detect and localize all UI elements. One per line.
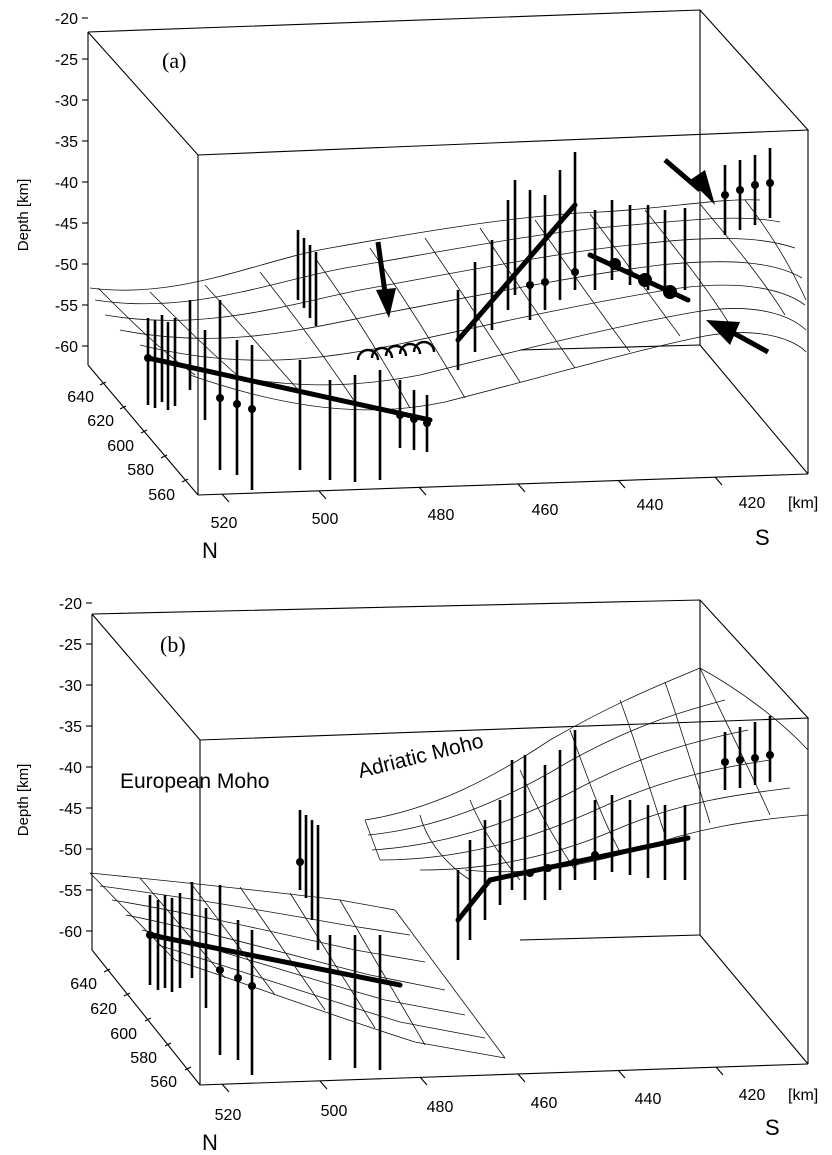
y-tick: 600 <box>107 438 134 455</box>
depth-tick: -60 <box>59 924 82 941</box>
y-tick: 580 <box>127 462 154 479</box>
panel-label: (a) <box>162 48 186 73</box>
depth-axis-title: Depth [km] <box>15 764 32 837</box>
x-tick: 480 <box>428 507 455 524</box>
y-tick: 580 <box>130 1050 157 1067</box>
panel-a-plot: -20 -25 -30 -35 -40 -45 -50 -55 -60 Dept… <box>15 9 818 563</box>
moho-surface-mesh <box>89 199 807 411</box>
depth-tick: -45 <box>55 216 78 233</box>
y-tick: 560 <box>148 487 175 504</box>
depth-tick: -35 <box>55 134 78 151</box>
y-tick: 640 <box>70 976 97 993</box>
x-tick: 460 <box>531 1095 558 1112</box>
data-bars-south <box>455 148 774 370</box>
panel-b-plot: -20 -25 -30 -35 -40 -45 -50 -55 -60 Dept… <box>15 596 818 1155</box>
x-tick: 520 <box>215 1107 242 1124</box>
depth-tick: -55 <box>55 298 78 315</box>
south-label: S <box>765 1115 780 1140</box>
y-tick: 600 <box>110 1026 137 1043</box>
x-tick: 480 <box>427 1099 454 1116</box>
x-tick: 520 <box>211 515 238 532</box>
depth-tick: -40 <box>55 175 78 192</box>
box-frame <box>87 9 810 496</box>
european-moho-label: European Moho <box>120 770 269 793</box>
x-tick: 500 <box>312 511 339 528</box>
south-label: S <box>755 525 770 550</box>
depth-tick: -45 <box>59 801 82 818</box>
x-tick: 460 <box>532 502 559 519</box>
x-tick: 420 <box>739 495 766 512</box>
x-tick: 500 <box>321 1103 348 1120</box>
depth-tick: -30 <box>59 678 82 695</box>
box-frame <box>91 599 810 1086</box>
north-label: N <box>202 1130 218 1150</box>
y-tick: 620 <box>90 1001 117 1018</box>
depth-axis-title: Depth [km] <box>15 179 32 252</box>
depth-tick: -50 <box>55 257 78 274</box>
depth-tick: -25 <box>59 637 82 654</box>
half-circles <box>356 340 436 361</box>
adriatic-moho-label: Adriatic Moho <box>356 729 486 782</box>
x-axis: 520 500 480 460 440 420 [km] <box>211 476 818 532</box>
x-tick: 440 <box>637 497 664 514</box>
depth-axis: -20 -25 -30 -35 -40 -45 -50 -55 -60 Dept… <box>15 596 92 941</box>
panel-a: -20 -25 -30 -35 -40 -45 -50 -55 -60 Dept… <box>0 0 832 563</box>
x-unit: [km] <box>788 495 818 512</box>
depth-tick: -35 <box>59 719 82 736</box>
depth-tick: -20 <box>55 11 78 28</box>
depth-tick: -55 <box>59 883 82 900</box>
x-tick: 420 <box>739 1087 766 1104</box>
panel-label: (b) <box>160 632 186 657</box>
y-tick: 640 <box>67 389 94 406</box>
panel-b: -20 -25 -30 -35 -40 -45 -50 -55 -60 Dept… <box>0 590 832 1155</box>
data-bars-adriatic <box>455 716 774 960</box>
y-axis: 640 620 600 580 560 <box>70 968 192 1091</box>
y-tick: 560 <box>150 1074 177 1091</box>
depth-tick: -30 <box>55 93 78 110</box>
y-axis: 640 620 600 580 560 <box>67 381 189 504</box>
north-label: N <box>202 538 218 560</box>
depth-axis: -20 -25 -30 -35 -40 -45 -50 -55 -60 Dept… <box>15 11 88 356</box>
depth-tick: -60 <box>55 339 78 356</box>
european-moho-mesh <box>89 872 506 1059</box>
x-unit: [km] <box>788 1087 818 1104</box>
data-bars-north <box>144 230 433 490</box>
depth-tick: -50 <box>59 842 82 859</box>
arrows <box>375 158 770 355</box>
adriatic-moho-mesh <box>364 667 809 881</box>
depth-tick: -40 <box>59 760 82 777</box>
data-bars-european <box>146 810 403 1075</box>
depth-tick: -25 <box>55 52 78 69</box>
x-tick: 440 <box>635 1091 662 1108</box>
depth-tick: -20 <box>59 596 82 613</box>
y-tick: 620 <box>87 413 114 430</box>
x-axis: 520 500 480 460 440 420 [km] <box>215 1066 818 1124</box>
